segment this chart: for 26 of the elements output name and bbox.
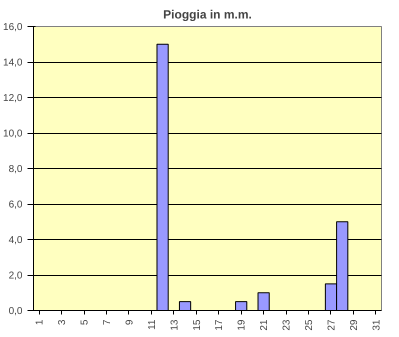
x-tick-label: 11 bbox=[146, 319, 158, 330]
x-tick-label: 31 bbox=[371, 319, 382, 331]
x-tick-label: 5 bbox=[80, 319, 91, 326]
x-tick-label: 3 bbox=[57, 319, 68, 326]
y-tick-label: 16,0 bbox=[3, 22, 23, 33]
x-tick-label: 13 bbox=[169, 319, 180, 331]
x-tick-label: 1 bbox=[34, 319, 46, 326]
x-tick-label: 29 bbox=[348, 319, 360, 331]
y-tick-label: 8,0 bbox=[8, 164, 23, 175]
x-tick-label: 15 bbox=[192, 319, 203, 331]
y-tick-label: 4,0 bbox=[8, 235, 23, 246]
x-tick-label: 21 bbox=[259, 319, 270, 331]
y-tick-label: 0,0 bbox=[8, 306, 23, 317]
x-tick-label: 25 bbox=[304, 319, 316, 331]
x-tick-label: 23 bbox=[282, 319, 293, 331]
chart-title: Pioggia in m.m. bbox=[163, 8, 252, 22]
x-tick-label: 7 bbox=[102, 319, 113, 326]
y-tick-label: 10,0 bbox=[3, 128, 23, 140]
y-tick-label: 14,0 bbox=[3, 58, 23, 68]
x-tick-label: 19 bbox=[236, 319, 248, 331]
y-tick-label: 2,0 bbox=[8, 270, 23, 282]
y-tick-label: 12,0 bbox=[3, 93, 23, 104]
y-tick-label: 6,0 bbox=[8, 200, 23, 210]
x-tick-label: 27 bbox=[326, 319, 338, 331]
x-tick-label: 17 bbox=[214, 319, 226, 331]
x-tick-label: 9 bbox=[124, 319, 136, 326]
